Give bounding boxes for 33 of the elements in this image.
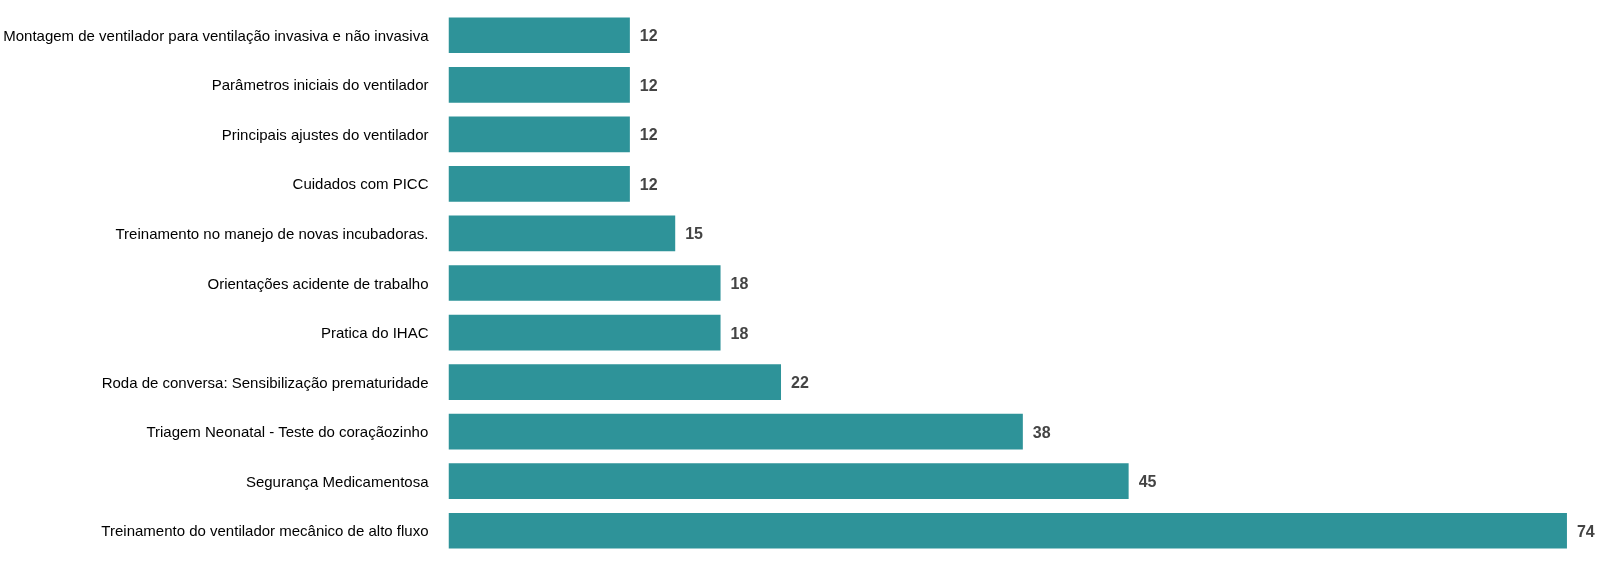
data-label: 22 bbox=[791, 374, 809, 392]
bar bbox=[448, 215, 676, 252]
data-label: 12 bbox=[639, 126, 658, 144]
data-label: 18 bbox=[730, 324, 749, 342]
y-tick-label: Triagem Neonatal - Teste do coraçãozinho bbox=[146, 423, 429, 441]
bar bbox=[448, 166, 630, 202]
y-tick-label: Principais ajustes do ventilador bbox=[221, 125, 429, 143]
bar bbox=[448, 413, 1023, 450]
bar bbox=[448, 66, 630, 103]
bar bbox=[448, 314, 721, 351]
y-tick-label: Segurança Medicamentosa bbox=[245, 472, 430, 490]
data-label: 12 bbox=[639, 27, 658, 45]
data-label: 45 bbox=[1138, 473, 1157, 491]
data-label: 18 bbox=[730, 275, 749, 292]
data-label: 12 bbox=[639, 175, 658, 193]
data-label: 15 bbox=[685, 225, 704, 243]
data-label: 74 bbox=[1576, 522, 1595, 540]
data-label: 38 bbox=[1032, 423, 1051, 441]
y-tick-label: Treinamento no manejo de novas incubadoras. bbox=[115, 224, 429, 242]
y-tick-label: Parâmetros iniciais do ventilador bbox=[211, 76, 429, 94]
bar bbox=[448, 364, 782, 400]
bar bbox=[448, 512, 1567, 549]
y-tick-label: Orientações acidente de trabalho bbox=[207, 274, 429, 292]
y-tick-label: Cuidados com PICC bbox=[292, 175, 429, 193]
y-tick-label: Roda de conversa: Sensibilização prematuridade bbox=[101, 373, 429, 391]
y-tick-label: Pratica do IHAC bbox=[320, 324, 429, 342]
bar bbox=[448, 17, 630, 54]
bar bbox=[448, 116, 630, 153]
y-tick-label: Treinamento do ventilador mecânico de alto fluxo bbox=[101, 522, 429, 540]
y-tick-label: Montagem de ventilador para ventilação invasiva e não invasiva bbox=[3, 26, 430, 44]
bar bbox=[448, 463, 1129, 500]
bar bbox=[448, 265, 721, 301]
data-label: 12 bbox=[639, 76, 658, 94]
